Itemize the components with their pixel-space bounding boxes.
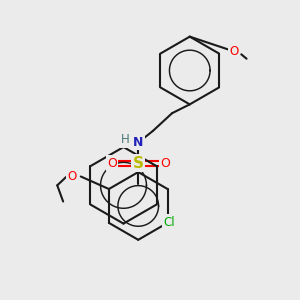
- Text: Cl: Cl: [163, 216, 175, 229]
- Text: O: O: [67, 170, 76, 183]
- Text: O: O: [229, 45, 239, 58]
- Text: S: S: [133, 156, 144, 171]
- Text: H: H: [121, 134, 129, 146]
- Text: O: O: [160, 157, 170, 170]
- Text: N: N: [133, 136, 143, 149]
- Text: O: O: [107, 157, 117, 170]
